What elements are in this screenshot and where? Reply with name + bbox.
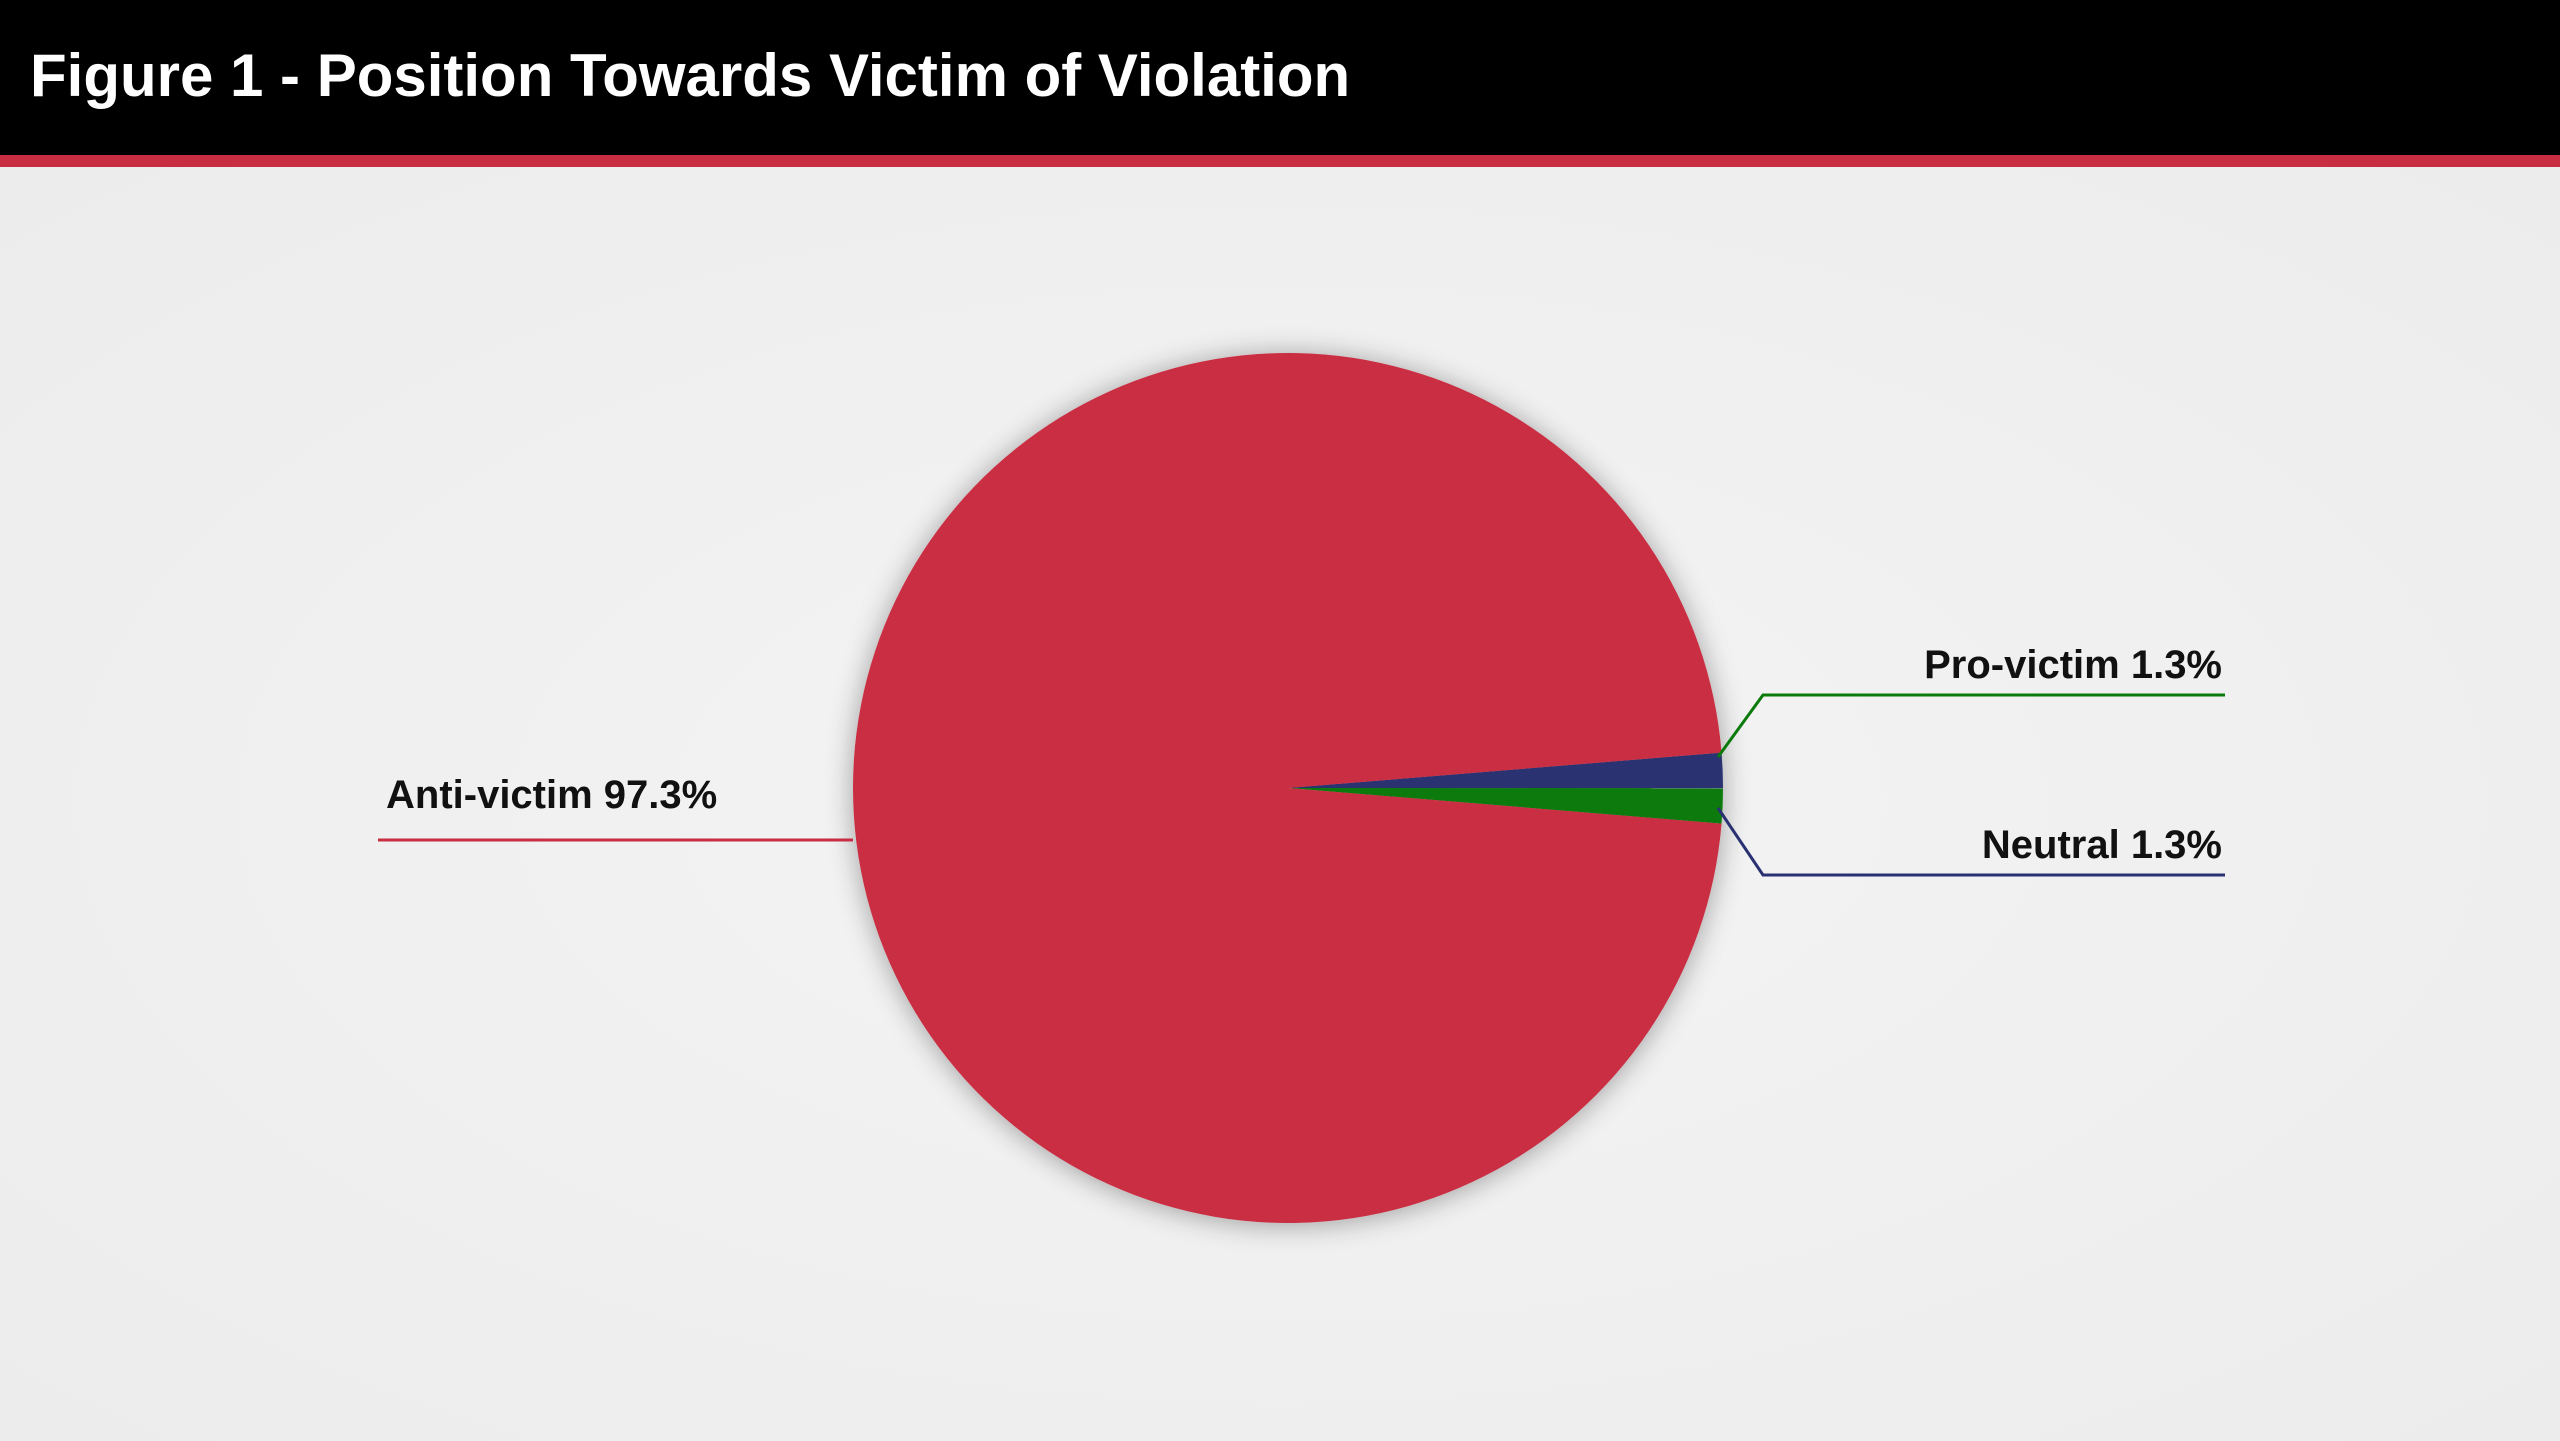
chart-title: Figure 1 - Position Towards Victim of Vi… [30,42,1351,109]
header-bar: Figure 1 - Position Towards Victim of Vi… [0,0,2560,155]
leader-line-neutral [1716,807,2225,877]
accent-rule [0,155,2560,167]
slice-label-neutral: Neutral 1.3% [1982,823,2222,867]
pie-slice-anti-victim [853,352,1722,1223]
slice-label-pro-victim: Pro-victim 1.3% [1924,643,2222,687]
slice-label-anti-victim: Anti-victim 97.3% [386,773,717,817]
pie-slice-pro-victim [1288,788,1723,824]
leader-line-pro-victim [1716,693,2225,758]
pie-slice-neutral [1288,752,1723,789]
